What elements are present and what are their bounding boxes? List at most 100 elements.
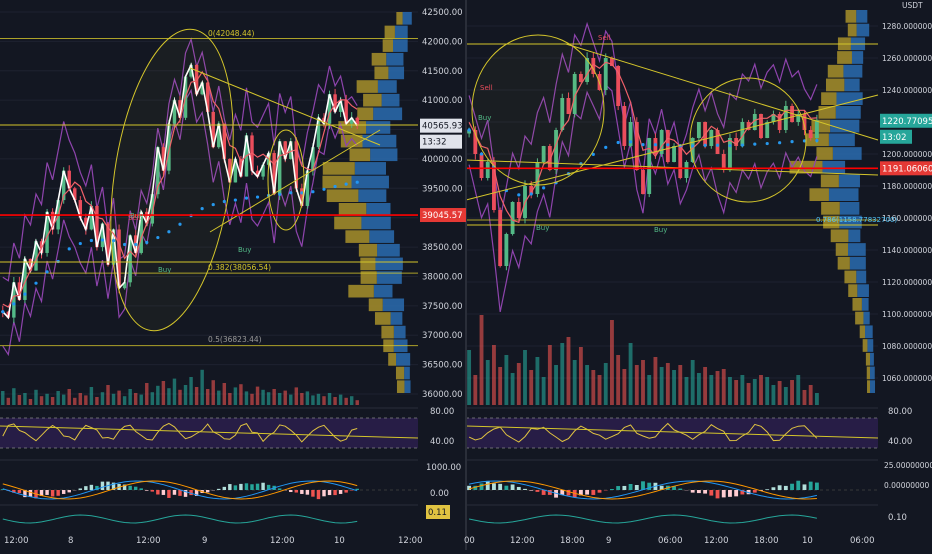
macd-histogram-bar: [610, 489, 614, 490]
right-price-tick: 1080.00000000: [882, 342, 932, 351]
left-price-tick: 36000.00: [422, 390, 463, 400]
vwap-dot: [815, 139, 818, 142]
volume-profile-bar: [821, 92, 836, 105]
volume-bar: [256, 387, 259, 405]
volume-profile-bar: [867, 367, 870, 380]
volume-bar: [771, 385, 775, 405]
volume-bar: [591, 370, 595, 405]
right-rsi-tick: 80.00: [888, 407, 912, 417]
volume-bar: [480, 315, 484, 405]
macd-histogram-bar: [234, 485, 237, 490]
macd-histogram-bar: [145, 490, 148, 491]
volume-bar: [206, 389, 209, 405]
left-time-tick: 12:00: [270, 536, 295, 546]
volume-profile-bar: [811, 120, 830, 133]
volume-bar: [635, 365, 639, 405]
volume-bar: [498, 367, 502, 405]
volume-profile-bar: [382, 94, 400, 107]
vwap-dot: [45, 270, 48, 273]
macd-histogram-bar: [333, 490, 336, 495]
macd-histogram-bar: [765, 489, 769, 490]
volume-profile-bar: [404, 380, 410, 393]
vwap-dot: [1, 310, 4, 313]
macd-histogram-bar: [167, 490, 170, 498]
vwap-dot: [322, 188, 325, 191]
candle-body: [815, 120, 819, 138]
macd-histogram-bar: [647, 483, 651, 490]
volume-bar: [685, 377, 689, 405]
left-price-tick: 38500.00: [422, 243, 463, 253]
macd-histogram-bar: [134, 487, 137, 490]
vwap-dot: [530, 192, 533, 195]
right-last-price-tag: 1220.77095802: [882, 117, 932, 127]
volume-bar: [535, 357, 539, 405]
macd-histogram-bar: [622, 486, 626, 490]
left-countdown-tag: 13:32: [422, 138, 447, 148]
macd-histogram-bar: [206, 490, 209, 492]
vwap-dot: [542, 186, 545, 189]
left-macd-tick: 1000.00: [426, 463, 461, 473]
macd-histogram-bar: [311, 490, 314, 497]
volume-profile-bar: [323, 162, 355, 175]
volume-bar: [79, 393, 82, 405]
left-price-tick: 42500.00: [422, 8, 463, 18]
macd-histogram-bar: [784, 486, 788, 490]
volume-profile-bar: [867, 380, 870, 393]
volume-profile-bar: [345, 230, 369, 243]
macd-histogram-bar: [344, 490, 347, 493]
volume-profile-bar: [383, 39, 393, 52]
volume-bar: [542, 377, 546, 405]
volume-profile-bar: [385, 26, 395, 39]
right-time-tick: 10: [802, 536, 813, 546]
left-time-tick: 12:00: [136, 536, 161, 546]
volume-bar: [322, 396, 325, 405]
macd-histogram-bar: [629, 484, 633, 490]
right-red-level-tag: 1191.06060936: [882, 164, 932, 174]
volume-profile-bar: [840, 202, 860, 215]
candle-body: [678, 146, 682, 178]
volume-profile-bar: [357, 108, 373, 121]
macd-histogram-bar: [492, 483, 496, 490]
volume-bar: [167, 388, 170, 405]
volume-bar: [300, 393, 303, 405]
macd-histogram-bar: [803, 484, 807, 490]
volume-profile-bar: [377, 244, 400, 257]
volume-profile-bar: [369, 230, 394, 243]
volume-profile-bar: [828, 65, 844, 78]
vwap-dot: [666, 143, 669, 146]
macd-histogram-bar: [178, 490, 181, 496]
vwap-dot: [617, 141, 620, 144]
volume-profile-bar: [388, 67, 404, 80]
right-macd-tick: 25.00000000: [884, 461, 932, 470]
vwap-dot: [333, 185, 336, 188]
volume-profile-bar: [366, 121, 390, 134]
vwap-dot: [23, 292, 26, 295]
volume-profile-bar: [361, 217, 390, 230]
candle-body: [517, 202, 521, 218]
fib-label-0: 0(42048.44): [208, 29, 254, 38]
volume-bar: [239, 384, 242, 405]
volume-bar: [212, 380, 215, 405]
candle-body: [809, 130, 813, 138]
volume-bar: [492, 345, 496, 405]
right-macd-tick: 0.00000000: [884, 481, 930, 490]
volume-profile-bar: [370, 148, 397, 161]
volume-profile-bar: [856, 271, 866, 284]
candle-body: [685, 162, 689, 178]
macd-histogram-bar: [529, 490, 533, 491]
sell-signal-label: Sell: [598, 34, 611, 42]
macd-histogram-bar: [322, 490, 325, 496]
volume-bar: [790, 380, 794, 405]
volume-profile-bar: [836, 106, 861, 119]
vwap-dot: [356, 181, 359, 184]
left-price-tick: 41500.00: [422, 67, 463, 77]
volume-bar: [18, 395, 21, 405]
macd-histogram-bar: [728, 490, 732, 497]
volume-bar: [200, 370, 203, 405]
volume-bar: [344, 398, 347, 405]
macd-histogram-bar: [809, 482, 813, 490]
left-red-level-tag: 39045.57: [422, 211, 463, 221]
volume-bar: [317, 394, 320, 405]
volume-profile-bar: [373, 108, 402, 121]
